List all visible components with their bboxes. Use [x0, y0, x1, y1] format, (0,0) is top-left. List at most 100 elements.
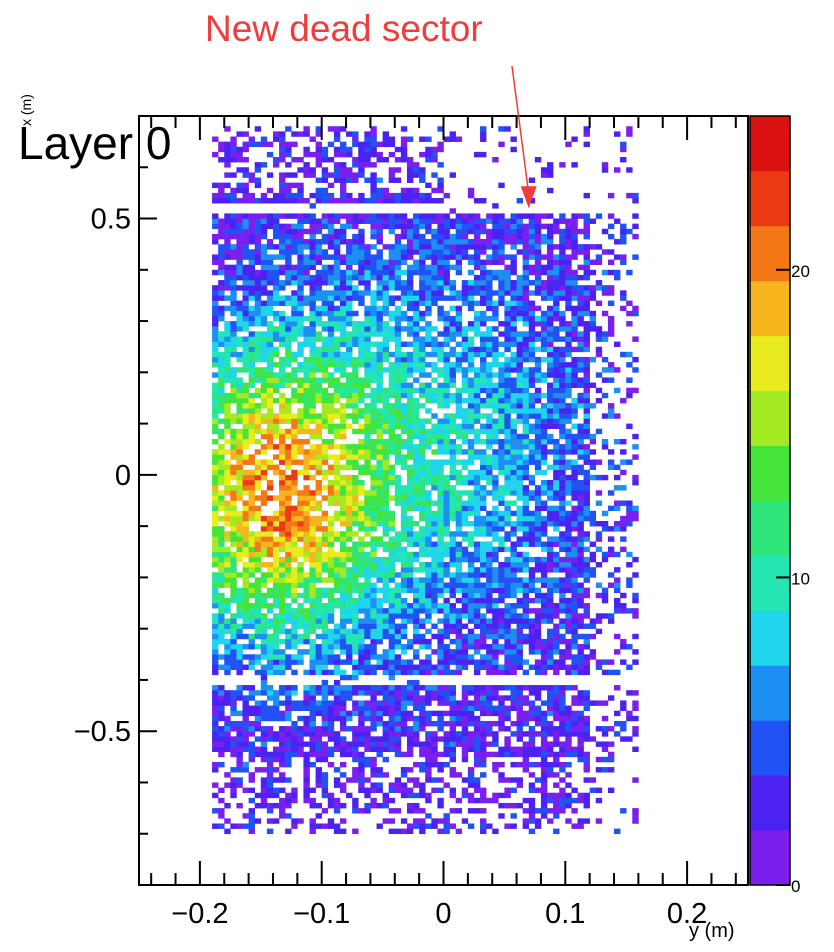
heatmap-cell [327, 633, 335, 640]
heatmap-cell [315, 536, 322, 542]
heatmap-cell [504, 315, 511, 322]
heatmap-cell [394, 280, 402, 286]
heatmap-cell [309, 700, 316, 706]
heatmap-cell [218, 562, 225, 568]
heatmap-cell [376, 295, 383, 301]
heatmap-cell [364, 269, 371, 276]
heatmap-cell [473, 377, 481, 383]
heatmap-cell [400, 505, 408, 512]
heatmap-cell [455, 356, 463, 363]
heatmap-cell [327, 326, 335, 332]
heatmap-cell [358, 479, 365, 486]
heatmap-cell [260, 300, 268, 306]
heatmap-cell [285, 274, 292, 281]
heatmap-cell [419, 392, 426, 399]
heatmap-cell [285, 326, 292, 332]
heatmap-cell [413, 464, 420, 471]
heatmap-cell [358, 787, 365, 794]
heatmap-cell [346, 372, 353, 378]
heatmap-cell [413, 305, 420, 312]
heatmap-cell [224, 515, 231, 522]
heatmap-cell [297, 751, 304, 758]
heatmap-cell [406, 274, 414, 281]
heatmap-cell [382, 397, 389, 404]
heatmap-cell [352, 777, 359, 783]
heatmap-cell [425, 751, 432, 758]
heatmap-cell [315, 157, 322, 163]
heatmap-cell [248, 613, 256, 619]
heatmap-cell [230, 157, 237, 163]
heatmap-cell [473, 556, 481, 563]
heatmap-cell [510, 633, 517, 640]
heatmap-cell [315, 331, 322, 337]
heatmap-cell [254, 608, 262, 614]
heatmap-cell [443, 823, 450, 829]
heatmap-cell [248, 418, 256, 424]
heatmap-cell [285, 582, 292, 588]
heatmap-cell [425, 469, 432, 476]
heatmap-cell [449, 746, 456, 753]
heatmap-cell [315, 433, 322, 440]
heatmap-cell [266, 526, 274, 532]
heatmap-cell [303, 464, 310, 471]
heatmap-cell [498, 423, 505, 430]
heatmap-cell [406, 449, 414, 455]
heatmap-cell [382, 592, 389, 599]
heatmap-cell [309, 223, 316, 230]
heatmap-cell [382, 818, 389, 824]
heatmap-cell [285, 479, 292, 486]
heatmap-cell [388, 787, 396, 794]
heatmap-cell [254, 228, 262, 235]
heatmap-cell [504, 274, 511, 281]
heatmap-cell [236, 305, 243, 312]
heatmap-cell [254, 654, 262, 660]
heatmap-cell [425, 587, 432, 594]
heatmap-cell [212, 285, 219, 291]
heatmap-cell [321, 633, 329, 640]
heatmap-cell [339, 428, 347, 435]
heatmap-cell [473, 474, 481, 481]
heatmap-cell [266, 618, 274, 624]
heatmap-cell [346, 172, 353, 178]
heatmap-cell [364, 633, 371, 640]
heatmap-cell [358, 336, 365, 342]
heatmap-cell [437, 254, 444, 260]
heatmap-cell [431, 336, 438, 342]
heatmap-cell [260, 674, 268, 681]
heatmap-cell [431, 603, 438, 609]
heatmap-cell [230, 413, 237, 419]
heatmap-cell [212, 546, 219, 553]
heatmap-cell [230, 500, 237, 506]
heatmap-cell [333, 638, 341, 645]
heatmap-cell [309, 249, 316, 255]
heatmap-cell [297, 582, 304, 588]
heatmap-cell [406, 777, 414, 783]
heatmap-cell [309, 418, 316, 424]
heatmap-cell [504, 428, 511, 435]
heatmap-cell [358, 269, 365, 276]
heatmap-cell [272, 541, 280, 547]
heatmap-cell [516, 638, 523, 645]
heatmap-cell [309, 356, 316, 363]
heatmap-cell [230, 700, 237, 706]
heatmap-cell [467, 808, 475, 814]
heatmap-cell [218, 731, 225, 737]
heatmap-cell [473, 346, 481, 353]
heatmap-cell [248, 808, 256, 814]
heatmap-cell [364, 531, 371, 537]
heatmap-cell [358, 592, 365, 599]
heatmap-cell [297, 285, 304, 291]
heatmap-cell [413, 346, 420, 353]
heatmap-cell [449, 392, 456, 399]
heatmap-cell [303, 582, 310, 588]
heatmap-cell [333, 700, 341, 706]
heatmap-cell [431, 254, 438, 260]
heatmap-cell [327, 244, 335, 250]
heatmap-cell [443, 310, 450, 317]
heatmap-cell [327, 720, 335, 727]
heatmap-cell [303, 767, 310, 773]
heatmap-cell [498, 372, 505, 378]
heatmap-cell [230, 449, 237, 455]
heatmap-cell [358, 720, 365, 727]
heatmap-cell [504, 556, 511, 563]
